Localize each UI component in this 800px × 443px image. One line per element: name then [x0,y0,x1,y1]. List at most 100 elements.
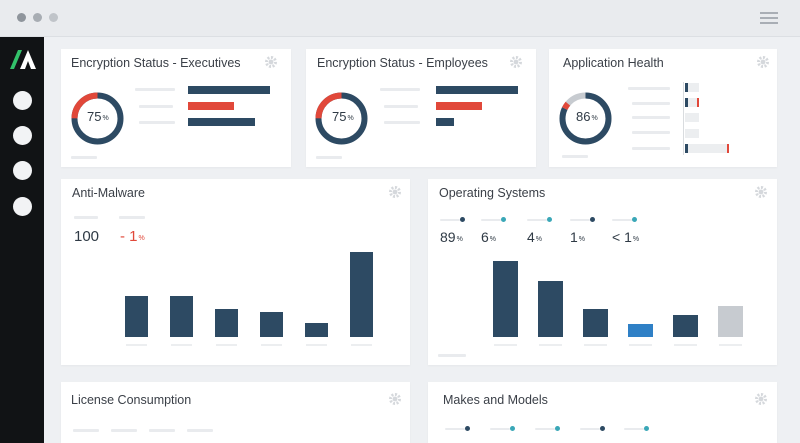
bar-mark [493,261,518,337]
placeholder-line [316,156,342,159]
placeholder-line [111,429,137,432]
sidebar-item-2[interactable] [13,126,32,145]
bar-mark [260,312,283,337]
horizontal-bar [436,102,482,110]
marker-line [580,428,600,430]
marker-line [490,428,510,430]
gear-icon[interactable] [388,392,402,406]
sidebar-item-3[interactable] [13,161,32,180]
bar-axis-label [629,344,652,346]
stat-dot [547,217,552,222]
bar-axis-label [171,344,192,346]
bar-mark [538,281,563,337]
os-stat-value: 1% [570,229,585,245]
placeholder-line [187,429,213,432]
marker-dot [600,426,605,431]
placeholder-line [139,105,173,108]
placeholder-line [632,131,670,134]
marker-line [535,428,555,430]
os-stat-number: 1 [570,229,578,245]
placeholder-line [73,429,99,432]
placeholder-line [119,216,145,219]
bar-axis-label [584,344,607,346]
os-stat-value: 6% [481,229,496,245]
bar-axis-label [674,344,697,346]
window-dot-minimize[interactable] [33,13,42,22]
bar-axis-label [719,344,742,346]
card-title: Makes and Models [443,393,548,407]
window-dot-maximize[interactable] [49,13,58,22]
bar-mark [125,296,148,337]
os-stat-number: 4 [527,229,535,245]
gear-icon[interactable] [264,55,278,69]
gear-icon[interactable] [756,55,770,69]
donut-chart [315,92,368,145]
health-bar-track [685,83,699,92]
placeholder-line [562,155,588,158]
os-stat-unit: % [489,236,497,243]
bar-mark [673,315,698,337]
window-dot-close[interactable] [17,13,26,22]
marker-dot [465,426,470,431]
horizontal-bar [188,102,234,110]
horizontal-bar [188,118,255,126]
bar-axis-label [216,344,237,346]
sidebar-item-1[interactable] [13,91,32,110]
placeholder-line [632,147,670,150]
bar-axis-label [306,344,327,346]
card-license-consumption: License Consumption [61,382,410,443]
stat-line [527,219,547,221]
health-bar-fill [685,98,688,107]
gear-icon[interactable] [754,392,768,406]
hamburger-icon[interactable] [760,12,778,24]
donut-segment [559,92,612,145]
sidebar [0,37,44,443]
horizontal-bar [436,86,518,94]
card-title: Anti-Malware [72,186,145,200]
os-stat-number: < 1 [612,229,632,245]
health-bar-track [685,129,699,138]
stat-value: 100 [74,228,100,245]
health-bar-track [685,144,729,153]
health-bar-fill [685,83,688,92]
marker-dot [644,426,649,431]
bar-mark [305,323,328,337]
card-application-health: Application Health 86% [549,49,777,167]
os-stat-value: 4% [527,229,542,245]
logo-icon [10,50,36,69]
card-title: Operating Systems [439,186,546,200]
placeholder-line [71,156,97,159]
bar-axis-label [494,344,517,346]
placeholder-line [135,88,175,91]
sidebar-item-4[interactable] [13,197,32,216]
stat-line [570,219,590,221]
divider [683,82,684,155]
os-stat-value: < 1% [612,229,639,245]
horizontal-bar [188,86,270,94]
bar-mark [583,309,608,337]
donut-chart [559,92,612,145]
health-bar-track [685,113,699,122]
placeholder-line [384,121,420,124]
stat-dot [501,217,506,222]
os-stat-unit: % [632,236,640,243]
health-bar-alert [727,144,729,153]
donut-chart [71,92,124,145]
bar-axis-label [351,344,372,346]
stat-dot [460,217,465,222]
gear-icon[interactable] [754,185,768,199]
card-encryption-employees: Encryption Status - Employees 75% [306,49,536,167]
card-makes-and-models: Makes and Models [428,382,777,443]
health-bar-alert [697,98,699,107]
gear-icon[interactable] [509,55,523,69]
card-title: Application Health [563,56,664,70]
stat-change: - 1% [120,228,145,245]
placeholder-line [384,105,418,108]
card-title: License Consumption [71,393,192,407]
donut-label: 75% [87,109,109,124]
placeholder-line [632,102,670,105]
gear-icon[interactable] [388,185,402,199]
bar-mark [350,252,373,337]
os-stat-unit: % [578,236,586,243]
placeholder-line [438,354,466,357]
